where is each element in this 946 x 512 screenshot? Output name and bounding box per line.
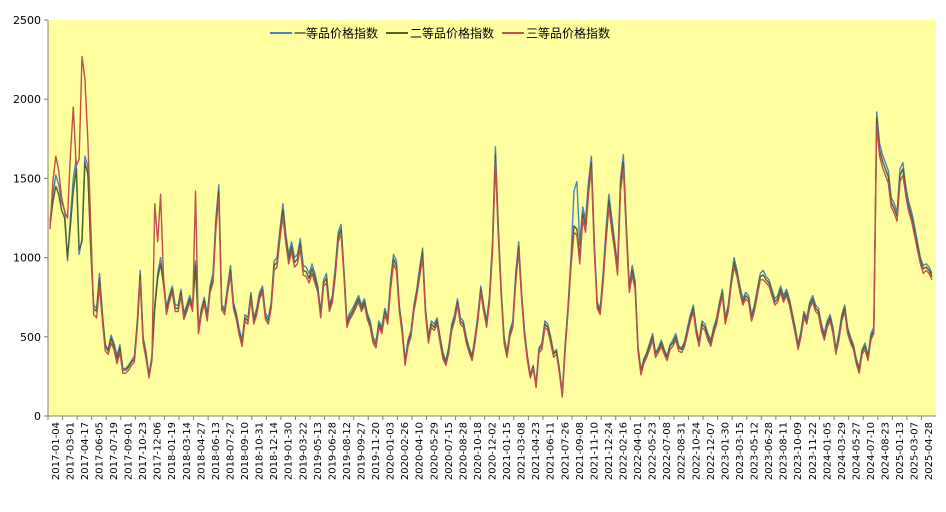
- x-tick-label: 2022-05-23: [648, 422, 659, 480]
- x-tick-label: 2023-01-30: [720, 422, 731, 480]
- y-tick-label: 2000: [13, 93, 41, 106]
- x-tick-label: 2019-03-22: [298, 422, 309, 480]
- x-tick-label: 2018-12-14: [269, 422, 280, 480]
- x-tick-label: 2023-10-09: [793, 422, 804, 480]
- x-axis-ticks: 2017-01-04 2017-03-01 2017-04-17 2017-06-05…: [47, 416, 935, 480]
- x-tick-label: 2017-03-01: [65, 422, 76, 480]
- x-tick-label: 2024-01-05: [822, 422, 833, 480]
- x-tick-label: 2021-12-24: [604, 422, 615, 480]
- x-tick-label: 2018-01-19: [167, 422, 178, 480]
- x-tick-label: 2020-12-02: [488, 422, 499, 480]
- x-tick-label: 2020-02-26: [400, 422, 411, 480]
- x-tick-label: 2021-11-10: [589, 422, 600, 480]
- x-tick-label: 2017-06-05: [94, 422, 105, 480]
- x-tick-label: 2019-09-27: [356, 422, 367, 480]
- x-tick-label: 2017-09-01: [124, 422, 135, 480]
- x-tick-label: 2023-06-28: [764, 422, 775, 480]
- series-layer: [49, 55, 933, 398]
- x-tick-label: 2024-03-29: [837, 422, 848, 480]
- x-tick-label: 2019-11-20: [371, 422, 382, 480]
- x-tick-label: 2018-03-14: [182, 422, 193, 480]
- y-tick-label: 500: [20, 331, 41, 344]
- x-tick-label: 2018-10-31: [255, 422, 266, 480]
- plot-area: [48, 20, 936, 416]
- x-tick-label: 2018-06-13: [211, 422, 222, 480]
- x-tick-label: 2017-04-17: [80, 422, 91, 480]
- x-tick-label: 2020-08-28: [458, 422, 469, 480]
- x-tick-label: 2022-04-01: [633, 422, 644, 480]
- x-tick-label: 2025-01-13: [895, 422, 906, 480]
- x-tick-label: 2017-10-23: [138, 422, 149, 480]
- x-tick-label: 2019-06-28: [327, 422, 338, 480]
- legend-label-1: 一等品价格指数: [294, 26, 378, 41]
- x-tick-label: 2017-12-06: [153, 422, 164, 480]
- x-tick-label: 2021-01-15: [502, 422, 513, 480]
- x-tick-label: 2021-04-23: [531, 422, 542, 480]
- x-tick-label: 2022-12-07: [706, 422, 717, 480]
- x-tick-label: 2021-07-26: [560, 422, 571, 480]
- x-tick-label: 2021-06-11: [546, 422, 557, 480]
- x-tick-label: 2021-03-08: [517, 422, 528, 480]
- x-tick-label: 2018-04-27: [196, 422, 207, 480]
- x-tick-label: 2025-03-07: [910, 422, 921, 480]
- legend: 一等品价格指数 二等品价格指数 三等品价格指数: [270, 26, 610, 41]
- x-tick-label: 2019-08-12: [342, 422, 353, 480]
- y-tick-label: 1500: [13, 172, 41, 185]
- x-tick-label: 2024-07-10: [866, 422, 877, 480]
- x-tick-label: 2024-08-23: [881, 422, 892, 480]
- x-tick-label: 2023-08-11: [779, 422, 790, 480]
- y-tick-label: 0: [34, 410, 41, 423]
- x-tick-label: 2022-07-08: [662, 422, 673, 480]
- x-tick-label: 2017-07-19: [109, 422, 120, 480]
- legend-label-3: 三等品价格指数: [526, 26, 610, 41]
- y-tick-label: 1000: [13, 252, 41, 265]
- y-tick-label: 2500: [13, 14, 41, 27]
- x-tick-label: 2025-04-28: [924, 422, 935, 480]
- x-tick-label: 2019-05-13: [313, 422, 324, 480]
- x-tick-label: 2018-09-10: [240, 422, 251, 480]
- x-tick-label: 2020-01-03: [386, 422, 397, 480]
- series-line-3: [49, 55, 933, 398]
- x-tick-label: 2020-07-15: [444, 422, 455, 480]
- legend-label-2: 二等品价格指数: [410, 26, 494, 41]
- x-tick-label: 2018-07-27: [225, 422, 236, 480]
- x-tick-label: 2022-08-31: [677, 422, 688, 480]
- x-tick-label: 2019-01-30: [284, 422, 295, 480]
- x-tick-label: 2022-02-16: [619, 422, 630, 480]
- x-tick-label: 2017-01-04: [51, 422, 62, 480]
- y-axis-ticks: 0 500 1000 1500 2000 2500: [13, 14, 48, 423]
- x-tick-label: 2021-09-08: [575, 422, 586, 480]
- x-tick-label: 2020-10-18: [473, 422, 484, 480]
- x-tick-label: 2023-11-22: [808, 422, 819, 480]
- x-tick-label: 2024-05-27: [851, 422, 862, 480]
- x-tick-label: 2023-03-15: [735, 422, 746, 480]
- x-tick-label: 2022-10-24: [691, 422, 702, 480]
- x-tick-label: 2023-05-12: [750, 422, 761, 480]
- x-tick-label: 2020-05-29: [429, 422, 440, 480]
- x-tick-label: 2020-04-10: [415, 422, 426, 480]
